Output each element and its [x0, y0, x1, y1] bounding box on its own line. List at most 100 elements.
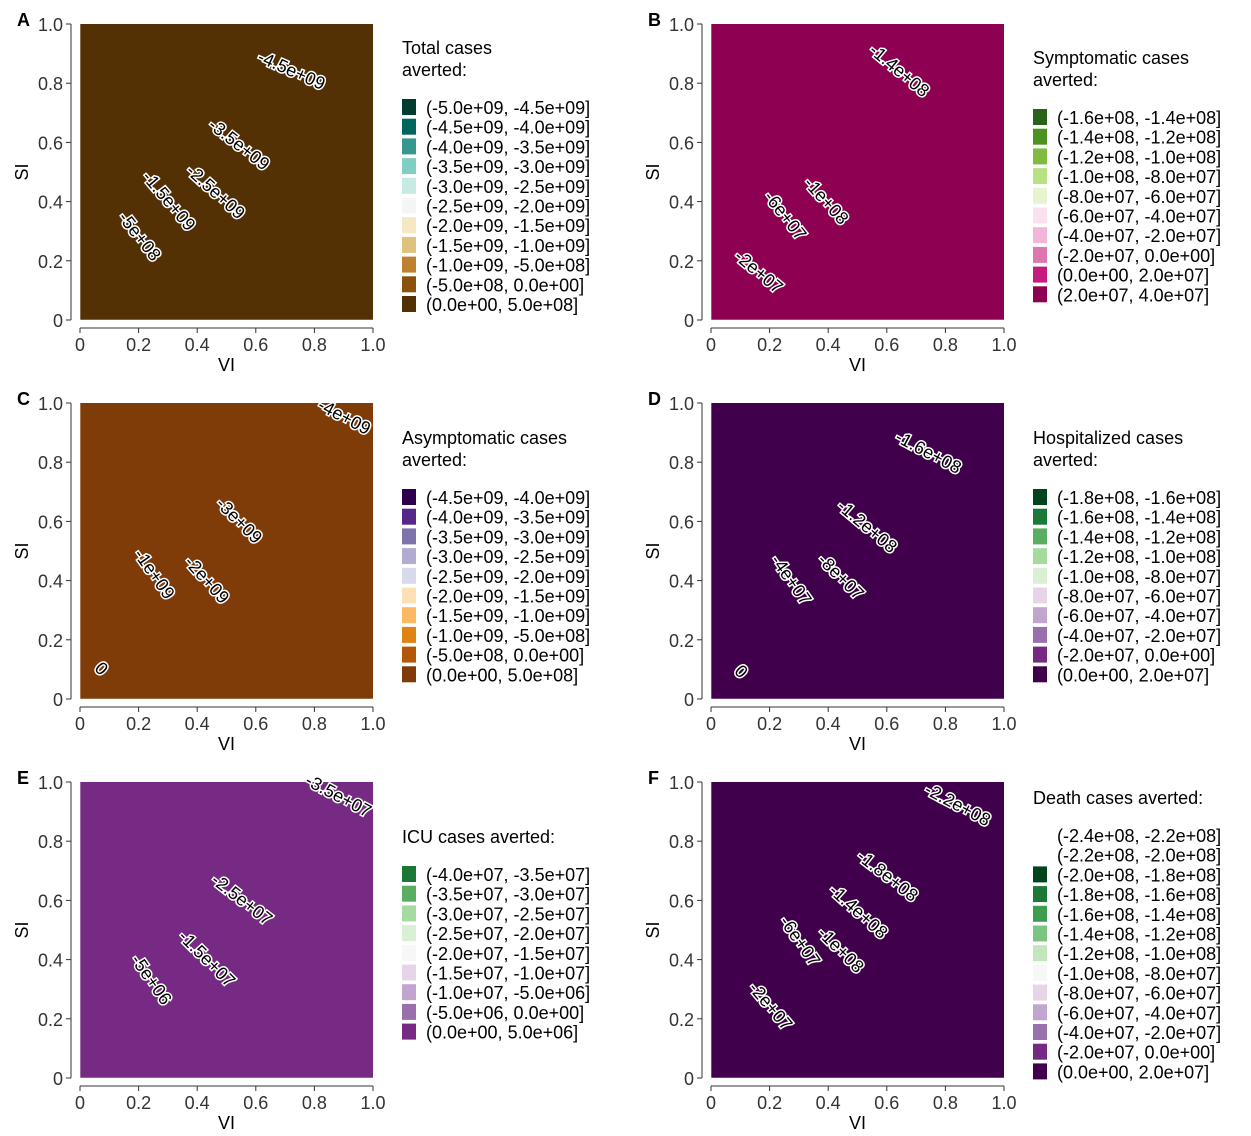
- legend-label: (-2.5e+09, -2.0e+09]: [426, 197, 590, 217]
- legend-label: (-4.0e+07, -2.0e+07]: [1057, 626, 1221, 646]
- legend-label: (0.0e+00, 5.0e+08]: [426, 665, 578, 685]
- x-axis-label: VI: [218, 734, 235, 754]
- y-tick-label: 0.2: [669, 252, 694, 272]
- x-tick-label: 0.4: [816, 335, 841, 355]
- legend-label: (-2.0e+07, 0.0e+00]: [1057, 646, 1215, 666]
- legend-swatch: [402, 138, 416, 155]
- legend-swatch: [402, 177, 416, 194]
- legend-title: averted:: [1033, 450, 1098, 470]
- legend-swatch: [402, 964, 416, 981]
- legend-swatch: [1033, 1004, 1047, 1021]
- plot-area: [80, 24, 373, 320]
- legend-label: (-6.0e+07, -4.0e+07]: [1057, 207, 1221, 227]
- plot-area: [711, 782, 1004, 1078]
- contour-band: [80, 782, 373, 1078]
- y-tick-label: 1.0: [669, 15, 694, 35]
- x-tick-label: 0: [75, 335, 85, 355]
- legend-label: (-8.0e+07, -6.0e+07]: [1057, 984, 1221, 1004]
- legend-label: (-1.2e+08, -1.0e+08]: [1057, 547, 1221, 567]
- legend-swatch: [402, 885, 416, 902]
- panel-a: -4.5e+09-3.5e+09-2.5e+09-1.5e+09-5e+080 0…: [12, 10, 590, 375]
- y-tick-label: 0.6: [669, 133, 694, 153]
- legend-swatch: [402, 905, 416, 922]
- x-axis-label: VI: [849, 1113, 866, 1131]
- legend-label: (-1.4e+08, -1.2e+08]: [1057, 128, 1221, 148]
- legend-label: (-5.0e+08, 0.0e+00]: [426, 275, 584, 295]
- plot-area: [711, 403, 1004, 699]
- y-tick-label: 0: [684, 311, 694, 331]
- legend-swatch: [402, 158, 416, 175]
- legend-label: (-5.0e+08, 0.0e+00]: [426, 646, 584, 666]
- legend-label: (-1.0e+08, -8.0e+07]: [1057, 567, 1221, 587]
- legend: Death cases averted: (-2.4e+08, -2.2e+08]…: [1033, 788, 1221, 1082]
- y-tick-label: 0.4: [669, 193, 694, 213]
- y-axis-label: SI: [643, 163, 663, 180]
- x-tick-label: 0.6: [874, 1093, 899, 1113]
- legend-swatch: [402, 1003, 416, 1020]
- y-tick-label: 1.0: [669, 773, 694, 793]
- x-tick-label: 0: [706, 335, 716, 355]
- legend-swatch: [402, 925, 416, 942]
- legend-label: (-4.0e+09, -3.5e+09]: [426, 508, 590, 528]
- legend-swatch: [402, 626, 416, 643]
- legend-swatch: [1033, 148, 1047, 165]
- legend-label: (-1.5e+09, -1.0e+09]: [426, 606, 590, 626]
- panel-label: A: [17, 10, 30, 30]
- panel-f: -2.2e+08-1.8e+08-1.4e+08-1e+08-6e+07-2e+…: [643, 768, 1221, 1133]
- legend-swatch: [402, 866, 416, 882]
- panel-e: -3.5e+07-2.5e+07-1.5e+07-5e+060 0.2 0.4 0.6…: [12, 768, 590, 1133]
- y-tick-label: 0.4: [38, 193, 63, 213]
- legend-swatch: [1033, 1043, 1047, 1060]
- legend-swatch: [1033, 1024, 1047, 1040]
- legend-swatch: [1033, 128, 1047, 145]
- panel-b: -1.4e+08-1e+08-6e+07-2e+070 0.2 0.4 0.6 0.8 1…: [643, 10, 1221, 375]
- panel-label: E: [17, 768, 29, 788]
- y-tick-label: 0.2: [38, 631, 63, 651]
- legend-title: averted:: [402, 60, 467, 80]
- legend-swatch: [1033, 626, 1047, 643]
- legend-swatch: [1033, 548, 1047, 565]
- legend-label: (-2.2e+08, -2.0e+08]: [1057, 846, 1221, 866]
- x-tick-label: 0.4: [185, 1093, 210, 1113]
- legend-label: (-1.2e+08, -1.0e+08]: [1057, 147, 1221, 167]
- legend-swatch: [1033, 187, 1047, 204]
- x-tick-label: 0.6: [874, 335, 899, 355]
- legend-label: (-2.4e+08, -2.2e+08]: [1057, 826, 1221, 846]
- x-tick-label: 1.0: [991, 714, 1016, 734]
- x-tick-label: 0.8: [302, 714, 327, 734]
- y-tick-label: 0.2: [669, 631, 694, 651]
- y-tick-label: 0.6: [38, 512, 63, 532]
- y-tick-label: 0: [684, 1069, 694, 1089]
- x-tick-label: 0.8: [302, 335, 327, 355]
- legend-label: (-1.0e+07, -5.0e+06]: [426, 983, 590, 1003]
- legend-title: Total cases: [402, 38, 492, 58]
- y-tick-label: 0.2: [38, 252, 63, 272]
- legend-label: (-3.0e+09, -2.5e+09]: [426, 177, 590, 197]
- y-tick-label: 0.4: [38, 572, 63, 592]
- y-tick-label: 0.8: [38, 453, 63, 473]
- y-tick-label: 0: [53, 1069, 63, 1089]
- y-tick-label: 0.8: [38, 74, 63, 94]
- legend-label: (-1.0e+08, -8.0e+07]: [1057, 167, 1221, 187]
- legend-title: ICU cases averted:: [402, 827, 555, 847]
- legend-title: averted:: [1033, 70, 1098, 90]
- legend-label: (-2.0e+09, -1.5e+09]: [426, 216, 590, 236]
- legend-swatch: [1033, 567, 1047, 584]
- legend-swatch: [402, 256, 416, 273]
- legend-swatch: [1033, 905, 1047, 922]
- panel-label: D: [648, 389, 661, 409]
- legend-title: Death cases averted:: [1033, 788, 1203, 808]
- x-tick-label: 0.2: [126, 335, 151, 355]
- x-tick-label: 0: [706, 714, 716, 734]
- y-tick-label: 0: [53, 311, 63, 331]
- legend-swatch: [1033, 489, 1047, 505]
- legend-label: (0.0e+00, 2.0e+07]: [1057, 665, 1209, 685]
- contour-band: [711, 403, 1004, 699]
- legend-swatch: [402, 236, 416, 253]
- legend-label: (-2.0e+07, 0.0e+00]: [1057, 246, 1215, 266]
- x-tick-label: 0.4: [816, 714, 841, 734]
- y-tick-label: 0.2: [669, 1010, 694, 1030]
